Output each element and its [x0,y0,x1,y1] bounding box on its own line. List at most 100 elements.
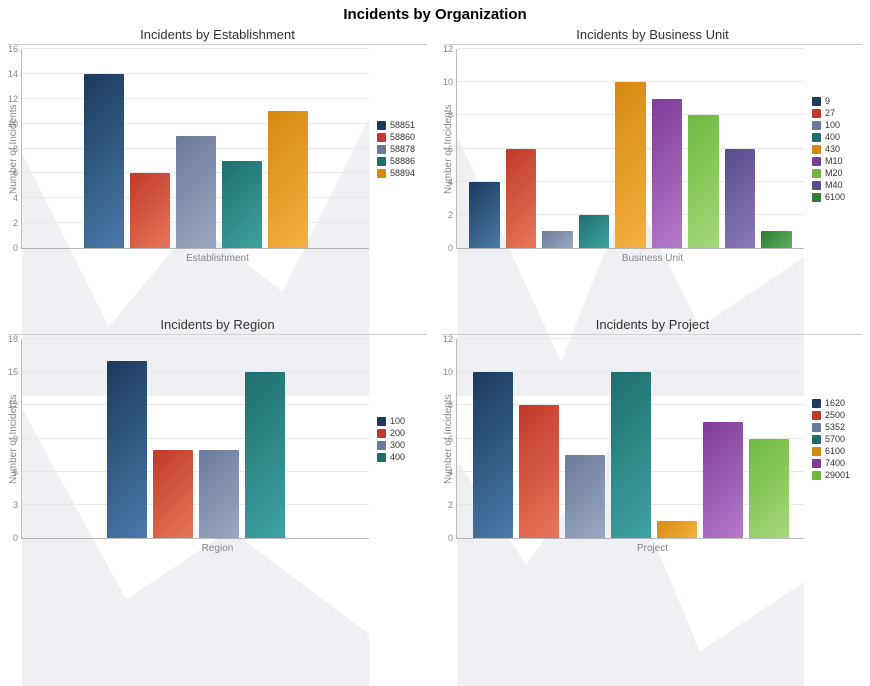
bar[interactable] [506,149,537,249]
legend-label: 400 [390,452,405,462]
x-axis-label: Establishment [6,253,429,264]
bar[interactable] [725,149,756,249]
legend-swatch [812,109,821,118]
legend-item[interactable]: M10 [812,156,864,166]
legend-item[interactable]: 300 [377,440,429,450]
chart-wrap: Number of Incidents 024681012 1620250053… [441,339,864,539]
y-tick: 10 [0,119,18,129]
legend-swatch [377,453,386,462]
chart-wrap: Number of Incidents 024681012 9271004004… [441,49,864,249]
y-tick: 2 [431,500,453,510]
y-tick: 0 [431,243,453,253]
bars-region [22,339,369,538]
bar[interactable] [615,82,646,248]
legend-swatch [812,459,821,468]
y-tick: 8 [0,144,18,154]
y-tick: 0 [431,533,453,543]
panel-business-unit: Incidents by Business Unit Number of Inc… [435,25,870,315]
bar[interactable] [611,372,651,538]
y-tick: 16 [0,44,18,54]
bar[interactable] [749,439,789,539]
bar[interactable] [153,450,193,538]
bar[interactable] [130,173,170,248]
legend-item[interactable]: 5352 [812,422,864,432]
legend-label: 100 [390,416,405,426]
legend-label: 29001 [825,470,850,480]
panel-rule [8,44,427,45]
legend-item[interactable]: 400 [377,452,429,462]
chart-wrap: Number of Incidents 0369121518 100200300… [6,339,429,539]
bar[interactable] [542,231,573,248]
bar[interactable] [199,450,239,538]
legend-label: 7400 [825,458,845,468]
y-tick: 12 [0,400,18,410]
legend-swatch [377,429,386,438]
legend-item[interactable]: 58894 [377,168,429,178]
y-tick: 10 [431,77,453,87]
legend-item[interactable]: 6100 [812,446,864,456]
legend-item[interactable]: 58860 [377,132,429,142]
bar[interactable] [565,455,605,538]
y-tick: 6 [431,434,453,444]
panel-title-business-unit: Incidents by Business Unit [441,27,864,42]
legend-item[interactable]: 200 [377,428,429,438]
legend-item[interactable]: 5700 [812,434,864,444]
y-ticks: 024681012 [431,49,455,248]
legend-item[interactable]: 400 [812,132,864,142]
bar[interactable] [268,111,308,248]
y-tick: 9 [0,434,18,444]
bar[interactable] [657,521,697,538]
legend-swatch [377,441,386,450]
bar[interactable] [107,361,147,538]
legend-item[interactable]: 27 [812,108,864,118]
bar[interactable] [222,161,262,248]
bar[interactable] [652,99,683,248]
bars-establishment [22,49,369,248]
legend-swatch [377,145,386,154]
legend-swatch [377,417,386,426]
legend-business-unit: 9 27 100 400 430 M10 M20 M40 6100 [804,49,864,249]
legend-item[interactable]: 100 [812,120,864,130]
bar[interactable] [519,405,559,538]
y-tick: 14 [0,69,18,79]
bar[interactable] [473,372,513,538]
legend-label: 1620 [825,398,845,408]
y-tick: 3 [0,500,18,510]
bar[interactable] [245,372,285,538]
panel-title-region: Incidents by Region [6,317,429,332]
legend-swatch [812,145,821,154]
bars-project [457,339,804,538]
legend-item[interactable]: 1620 [812,398,864,408]
plot-region: 0369121518 [21,339,369,539]
legend-item[interactable]: 7400 [812,458,864,468]
bar[interactable] [469,182,500,248]
legend-item[interactable]: 58851 [377,120,429,130]
legend-item[interactable]: 2500 [812,410,864,420]
legend-item[interactable]: 100 [377,416,429,426]
legend-item[interactable]: 29001 [812,470,864,480]
bar[interactable] [84,74,124,248]
bar[interactable] [703,422,743,538]
panel-establishment: Incidents by Establishment Number of Inc… [0,25,435,315]
legend-label: 5352 [825,422,845,432]
panel-rule [8,334,427,335]
legend-item[interactable]: M40 [812,180,864,190]
legend-item[interactable]: 430 [812,144,864,154]
bar[interactable] [688,115,719,248]
y-ticks: 024681012 [431,339,455,538]
legend-item[interactable]: M20 [812,168,864,178]
x-axis-label: Region [6,543,429,554]
legend-label: 6100 [825,192,845,202]
y-tick: 8 [431,400,453,410]
legend-item[interactable]: 9 [812,96,864,106]
chart-wrap: Number of Incidents 0246810121416 588515… [6,49,429,249]
legend-item[interactable]: 58878 [377,144,429,154]
legend-swatch [812,157,821,166]
bar[interactable] [761,231,792,248]
bar[interactable] [579,215,610,248]
legend-item[interactable]: 6100 [812,192,864,202]
chart-grid: Incidents by Establishment Number of Inc… [0,25,870,605]
legend-label: 5700 [825,434,845,444]
legend-item[interactable]: 58886 [377,156,429,166]
bar[interactable] [176,136,216,248]
